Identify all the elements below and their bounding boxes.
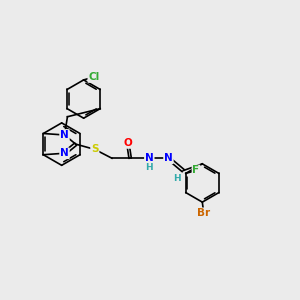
Text: N: N — [145, 153, 154, 163]
Text: H: H — [145, 163, 152, 172]
Text: F: F — [193, 166, 200, 176]
Text: Br: Br — [197, 208, 210, 218]
Text: N: N — [60, 130, 69, 140]
Text: H: H — [173, 174, 181, 183]
Text: N: N — [164, 153, 173, 163]
Text: Cl: Cl — [88, 72, 100, 82]
Text: O: O — [123, 138, 132, 148]
Text: S: S — [91, 144, 99, 154]
Text: N: N — [60, 148, 69, 158]
